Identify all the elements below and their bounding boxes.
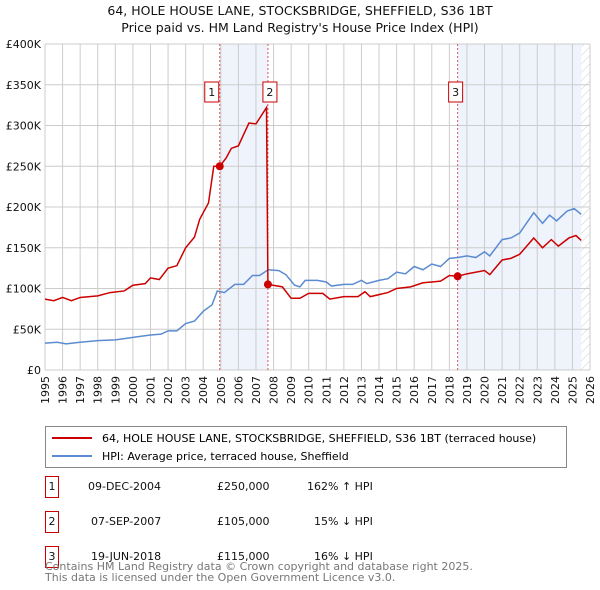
x-tick-label: 2022	[514, 376, 527, 404]
x-tick-label: 2024	[549, 376, 562, 404]
x-tick-label: 2015	[391, 376, 404, 404]
x-tick-label: 1997	[74, 376, 87, 404]
x-tick-label: 1996	[57, 376, 70, 404]
sale-marker: 2	[45, 511, 59, 533]
sale-price: £250,000	[217, 480, 270, 493]
x-tick-label: 1995	[39, 376, 52, 404]
sale-price: £115,000	[217, 550, 270, 563]
legend-label: 64, HOLE HOUSE LANE, STOCKSBRIDGE, SHEFF…	[102, 431, 537, 445]
x-tick-label: 2020	[479, 376, 492, 404]
x-tick-label: 2000	[127, 376, 140, 404]
sale-label-box	[262, 81, 278, 103]
sale-label-box	[204, 81, 220, 103]
y-tick-label: £100K	[6, 283, 42, 296]
sale-label: 1	[208, 86, 215, 99]
x-tick-label: 2010	[303, 376, 316, 404]
sale-marker: 1	[45, 476, 59, 498]
sale-row: 1 09-DEC-2004 £250,000 162% ↑ HPI	[45, 476, 545, 498]
x-tick-label: 2005	[215, 376, 228, 404]
x-tick-label: 2006	[232, 376, 245, 404]
y-tick-label: £150K	[6, 242, 42, 255]
sale-price: £105,000	[217, 515, 270, 528]
y-tick-label: £350K	[6, 79, 42, 92]
x-tick-label: 2008	[268, 376, 281, 404]
y-tick-label: £0	[27, 364, 41, 377]
sale-point	[263, 280, 272, 289]
x-tick-label: 2004	[197, 376, 210, 404]
footer-line: This data is licensed under the Open Gov…	[45, 571, 396, 584]
x-tick-label: 1999	[109, 376, 122, 404]
x-tick-label: 1998	[92, 376, 105, 404]
x-tick-label: 2013	[355, 376, 368, 404]
sale-point	[215, 162, 224, 171]
sale-label: 2	[266, 86, 273, 99]
x-tick-label: 2023	[531, 376, 544, 404]
y-tick-label: £400K	[6, 38, 42, 51]
legend: 64, HOLE HOUSE LANE, STOCKSBRIDGE, SHEFF…	[45, 426, 567, 468]
sale-hpi: 15% ↓ HPI	[314, 515, 373, 528]
x-tick-label: 2009	[285, 376, 298, 404]
legend-swatch-red	[52, 437, 92, 439]
y-tick-label: £300K	[6, 120, 42, 133]
legend-swatch-blue	[52, 455, 92, 457]
sale-date: 09-DEC-2004	[88, 480, 162, 493]
y-tick-label: £50K	[13, 323, 42, 336]
sale-marker: 3	[45, 546, 59, 568]
y-tick-label: £200K	[6, 201, 42, 214]
x-tick-label: 2003	[180, 376, 193, 404]
plot-area: 1995 1996 1997 1998 1999 2000 2001 2002 2003 2004…	[6, 38, 597, 404]
x-tick-label: 2012	[338, 376, 351, 404]
footer: Contains HM Land Registry data © Crown c…	[45, 561, 595, 583]
sale-row: 3 19-JUN-2018 £115,000 16% ↓ HPI	[45, 546, 545, 568]
sale-hpi: 162% ↑ HPI	[307, 480, 373, 493]
x-tick-label: 2026	[584, 376, 597, 404]
series-line	[44, 105, 582, 302]
series-line	[44, 207, 582, 345]
legend-item-hpi: HPI: Average price, terraced house, Shef…	[52, 447, 349, 465]
sale-hpi: 16% ↓ HPI	[314, 550, 373, 563]
x-tick-label: 2019	[461, 376, 474, 404]
x-tick-label: 2018	[443, 376, 456, 404]
sale-label-box	[448, 81, 464, 103]
y-tick-label: £250K	[6, 160, 42, 173]
x-tick-label: 2017	[426, 376, 439, 404]
chart-title: 64, HOLE HOUSE LANE, STOCKSBRIDGE, SHEFF…	[107, 3, 493, 18]
sale-date: 07-SEP-2007	[91, 515, 162, 528]
x-tick-label: 2016	[408, 376, 421, 404]
x-tick-label: 2025	[566, 376, 579, 404]
x-tick-label: 2011	[320, 376, 333, 404]
x-tick-label: 2002	[162, 376, 175, 404]
x-tick-label: 2014	[373, 376, 386, 404]
sale-label: 3	[452, 86, 459, 99]
footer-line: Contains HM Land Registry data © Crown c…	[45, 560, 473, 573]
legend-item-property: 64, HOLE HOUSE LANE, STOCKSBRIDGE, SHEFF…	[52, 429, 536, 447]
sale-point	[453, 272, 462, 281]
x-tick-label: 2001	[144, 376, 157, 404]
legend-label: HPI: Average price, terraced house, Shef…	[102, 449, 349, 463]
sale-row: 2 07-SEP-2007 £105,000 15% ↓ HPI	[45, 511, 545, 533]
x-tick-label: 2007	[250, 376, 263, 404]
x-tick-label: 2021	[496, 376, 509, 404]
chart-subtitle: Price paid vs. HM Land Registry's House …	[121, 20, 479, 35]
sale-date: 19-JUN-2018	[91, 550, 162, 563]
